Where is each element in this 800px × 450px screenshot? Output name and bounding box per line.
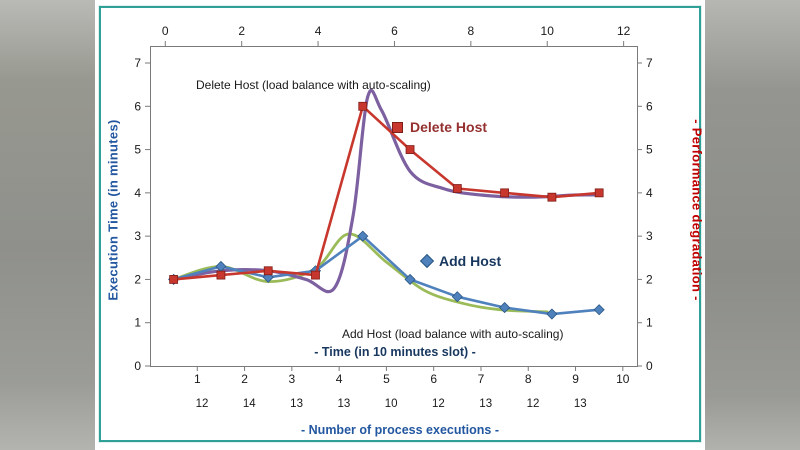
series-diamond-marker — [404, 273, 416, 285]
series-square-marker — [405, 145, 415, 154]
series-line-3 — [172, 232, 549, 314]
bottom-axis-tick-label: 6 — [430, 372, 437, 386]
right-axis-tick-label: 3 — [646, 229, 653, 243]
series-diamond-marker — [451, 291, 463, 303]
series-diamond-marker — [546, 308, 558, 320]
series-square-marker — [358, 101, 368, 111]
right-axis-tick-label: 6 — [646, 99, 653, 113]
series-square-marker — [263, 266, 273, 276]
legend-delete-host-autoscaling-label: Delete Host (load balance with auto-scal… — [196, 78, 431, 92]
right-axis-tick-label: 5 — [646, 143, 653, 157]
legend-add-host-autoscaling: Add Host (load balance with auto-scaling… — [342, 327, 563, 341]
process-executions-value: 10 — [385, 398, 398, 410]
bottom-axis-tick-label: 1 — [194, 372, 201, 386]
top-axis-tick-label: 12 — [617, 24, 631, 38]
top-axis-tick-label: 4 — [315, 24, 322, 38]
right-axis-tick-label: 0 — [646, 359, 653, 373]
right-axis-tick-label: 1 — [646, 316, 653, 330]
right-axis-tick-label: 2 — [646, 272, 653, 286]
top-axis-tick-label: 8 — [468, 24, 475, 38]
legend-add-host-autoscaling-label: Add Host (load balance with auto-scaling… — [342, 327, 564, 341]
series-diamond-marker — [499, 301, 511, 314]
series-square-marker — [547, 192, 557, 202]
series-line-2 — [172, 234, 601, 316]
process-executions-value: 13 — [479, 398, 492, 410]
bottom-axis-tick-label: 2 — [241, 372, 248, 386]
legend-add-host: Add Host — [419, 253, 502, 269]
top-axis-tick-label: 2 — [238, 24, 245, 38]
series-square-marker — [216, 270, 226, 280]
legend-delete-host: Delete Host — [392, 119, 487, 135]
bottom-axis-tick-label: 7 — [478, 372, 485, 386]
series-line-1 — [172, 105, 601, 281]
series-diamond-marker — [357, 230, 369, 242]
bottom-axis-tick-label: 10 — [616, 372, 630, 386]
left-axis-tick-label: 5 — [134, 143, 141, 157]
chart-border-frame — [99, 6, 701, 442]
plot-border — [150, 46, 638, 367]
right-axis-tick-label: 4 — [646, 186, 653, 200]
diamond-marker-icon — [419, 253, 435, 269]
bottom-axis-tick-label: 8 — [525, 372, 532, 386]
legend-delete-host-label: Delete Host — [410, 119, 488, 135]
right-axis-title: - Performance degradation - — [689, 119, 705, 301]
series-square-marker — [169, 275, 179, 284]
left-axis-tick-label: 2 — [134, 272, 141, 286]
series-diamond-marker — [262, 271, 274, 283]
bottom-axis-tick-label: 9 — [572, 372, 579, 386]
series-square-marker — [594, 188, 604, 198]
bottom-axis-title: - Time (in 10 minutes slot) - — [314, 345, 476, 359]
legend-delete-host-autoscaling: Delete Host (load balance with auto-scal… — [196, 78, 431, 92]
bottom-axis-tick-label: 5 — [383, 372, 390, 386]
legend-add-host-label: Add Host — [439, 253, 502, 269]
top-axis-tick-label: 10 — [541, 24, 555, 38]
process-executions-caption: - Number of process executions - — [301, 423, 499, 437]
left-axis-tick-label: 0 — [134, 359, 141, 373]
right-axis-tick-label: 7 — [646, 56, 653, 70]
bottom-axis-tick-label: 4 — [336, 372, 343, 386]
left-axis-tick-label: 6 — [134, 99, 141, 113]
left-axis-tick-label: 1 — [134, 316, 141, 330]
top-axis-tick-label: 6 — [391, 24, 398, 38]
process-executions-value: 12 — [196, 398, 209, 410]
process-executions-value: 13 — [290, 398, 303, 410]
top-axis-tick-label: 0 — [162, 24, 169, 38]
process-executions-value: 13 — [574, 398, 587, 410]
process-executions-value: 13 — [337, 398, 350, 410]
left-axis-tick-label: 3 — [134, 229, 141, 243]
blur-margin-right — [705, 0, 800, 450]
process-executions-value: 14 — [243, 398, 256, 410]
square-marker-icon — [392, 121, 403, 133]
series-square-marker — [500, 188, 510, 198]
series-square-marker — [452, 184, 462, 193]
left-axis-title: Execution Time (in minutes) — [105, 119, 121, 301]
blur-margin-left — [0, 0, 95, 450]
left-axis-tick-label: 7 — [134, 56, 141, 70]
series-diamond-marker — [593, 304, 605, 316]
left-axis-tick-label: 4 — [134, 186, 141, 200]
process-executions-value: 12 — [527, 398, 540, 410]
bottom-axis-tick-label: 3 — [289, 372, 296, 386]
process-executions-value: 12 — [432, 398, 445, 410]
series-square-marker — [311, 270, 320, 280]
